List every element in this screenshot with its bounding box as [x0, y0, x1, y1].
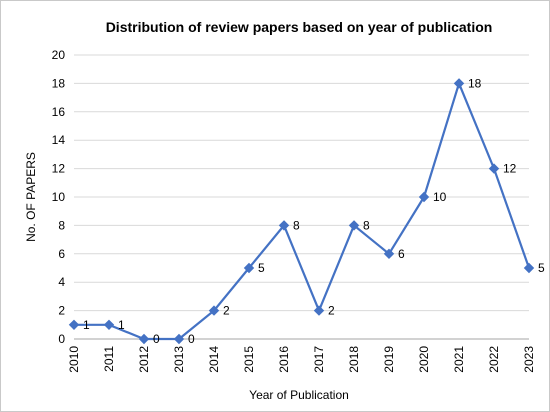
x-tick-labels: 2010 2011 2012 2013 2014 2015 2016 2017 2018 2019…	[67, 346, 536, 373]
y-tick-label: 8	[58, 218, 65, 232]
data-label: 2	[328, 304, 335, 318]
y-tick-label: 10	[52, 190, 66, 204]
y-tick-labels: 0 2 4 6 8 10 12 14 16 18 20	[52, 48, 66, 346]
x-tick-label: 2019	[382, 346, 396, 373]
x-tick-label: 2023	[522, 346, 536, 373]
data-point-marker	[103, 319, 115, 331]
data-point-marker	[208, 305, 220, 316]
data-label: 8	[363, 218, 370, 232]
x-tick-label: 2011	[102, 346, 116, 372]
y-tick-label: 2	[58, 304, 65, 318]
data-label: 1	[83, 318, 90, 332]
x-tick-label: 2017	[312, 346, 326, 373]
data-point-marker	[68, 319, 80, 331]
data-point-marker	[138, 333, 150, 345]
x-tick-label: 2018	[347, 346, 361, 373]
data-point-marker	[278, 220, 290, 231]
y-axis-title: No. OF PAPERS	[24, 152, 38, 242]
x-tick-label: 2010	[67, 346, 81, 373]
y-tick-label: 12	[52, 162, 66, 176]
data-point-marker	[383, 248, 395, 260]
data-label: 1	[118, 318, 125, 332]
series-line	[74, 80, 531, 341]
x-tick-label: 2020	[417, 346, 431, 373]
data-label: 5	[538, 261, 545, 275]
y-tick-label: 14	[52, 133, 66, 147]
data-label: 12	[503, 162, 517, 176]
y-tick-label: 18	[52, 76, 66, 90]
y-tick-label: 6	[58, 247, 65, 261]
data-point-marker	[348, 220, 360, 231]
x-tick-label: 2012	[137, 346, 151, 373]
x-tick-label: 2013	[172, 346, 186, 373]
data-point-marker	[453, 78, 465, 89]
data-point-marker	[313, 305, 325, 316]
x-tick-label: 2021	[452, 346, 466, 373]
y-tick-label: 0	[58, 332, 65, 346]
data-label: 5	[258, 261, 265, 275]
data-label: 10	[433, 190, 447, 204]
y-tick-label: 20	[52, 48, 66, 62]
x-tick-label: 2014	[207, 346, 221, 373]
data-point-marker	[418, 191, 430, 203]
data-label: 0	[153, 332, 160, 346]
data-label: 0	[188, 332, 195, 346]
data-label: 8	[293, 218, 300, 232]
x-axis-title: Year of Publication	[249, 388, 349, 402]
y-tick-label: 4	[58, 275, 65, 289]
data-label: 18	[468, 76, 482, 90]
data-label: 2	[223, 304, 230, 318]
chart-title: Distribution of review papers based on y…	[106, 19, 493, 35]
data-label: 6	[398, 247, 405, 261]
x-tick-label: 2015	[242, 346, 256, 373]
data-point-marker	[243, 262, 255, 274]
y-tick-label: 16	[52, 105, 66, 119]
x-tick-label: 2016	[277, 346, 291, 373]
gridlines	[74, 54, 529, 312]
x-tick-label: 2022	[487, 346, 501, 373]
data-point-marker	[523, 262, 535, 274]
data-point-marker	[173, 333, 185, 345]
data-markers	[68, 78, 535, 345]
data-point-marker	[488, 163, 500, 174]
